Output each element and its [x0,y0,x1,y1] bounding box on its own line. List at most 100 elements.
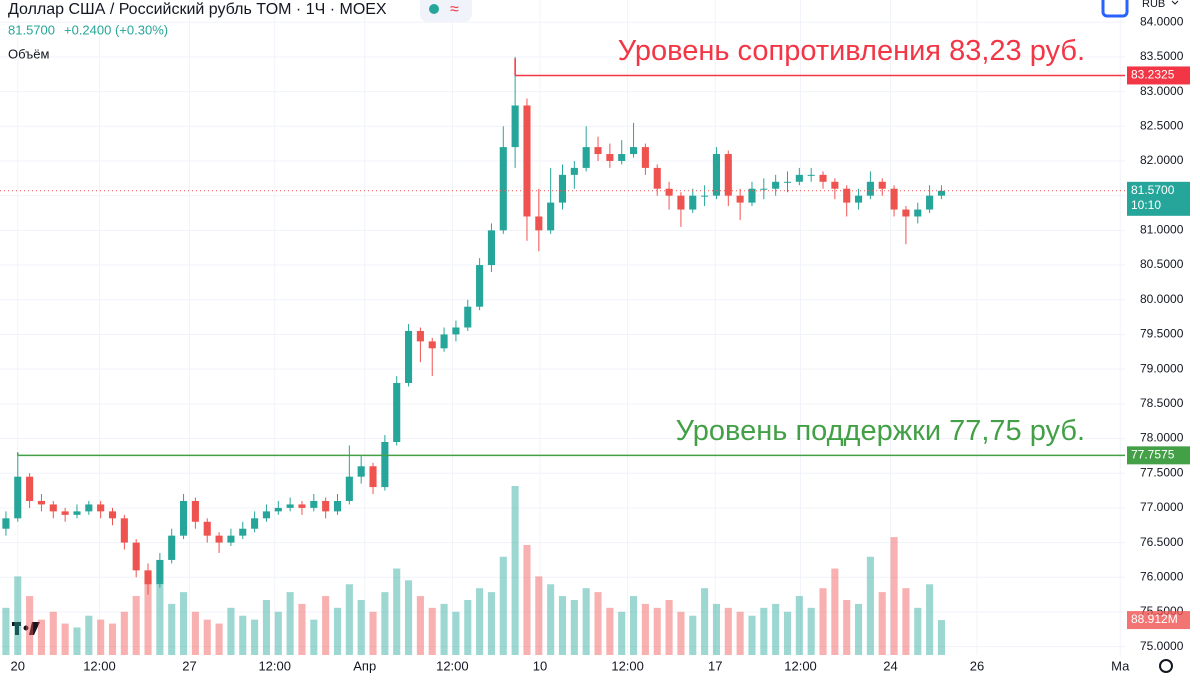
candle-body [807,174,815,176]
volume-bar [85,615,93,655]
volume-bar [570,599,578,655]
x-tick-label: 12:00 [784,658,817,673]
candle-body [144,570,152,585]
level-badge [1127,66,1190,85]
tv-logo [12,622,40,635]
volume-bar [701,588,709,655]
candle-body [97,504,105,512]
candle-body [902,209,910,217]
volume-bar [606,607,614,655]
volume-bar [239,615,247,655]
volume-bar [251,619,259,655]
volume-bar [783,611,792,655]
candle-body [855,195,863,203]
candle-body [156,559,164,585]
volume-bar [736,611,744,655]
candle-body [677,195,685,210]
candle-body [345,476,353,501]
volume-bar [310,619,318,655]
volume-bar [452,611,460,655]
volume-bar [819,588,827,655]
volume-bar [653,607,661,655]
candle-body [783,181,792,183]
volume-bar [274,611,282,655]
candle-body [440,334,448,349]
candle-body [298,504,306,508]
candle-body [357,466,365,477]
volume-bar [689,615,697,655]
candle-body [547,202,555,231]
candle-body [203,521,211,536]
quote: 81.5700 [8,22,55,37]
volume-bar [535,576,543,655]
y-tick-label: 80.5000 [1140,257,1184,271]
compare-button[interactable] [420,0,472,22]
y-tick-label: 83.0000 [1140,84,1184,98]
volume-bar [618,611,626,655]
candle-body [487,230,495,266]
volume-bar [144,576,152,655]
candle-body [914,209,922,217]
x-tick-label: Апр [353,658,376,673]
volume-bar [405,580,413,655]
volume-bar [322,596,330,655]
candle-body [168,535,176,560]
symbol-title: Доллар США / Российский рубль TOM · 1Ч ·… [8,1,387,18]
x-tick-label: 12:00 [436,658,469,673]
volume-bar [499,556,507,655]
volume-bar [523,544,531,655]
volume-bar [108,623,117,655]
candle-body [428,341,436,349]
volume-bar [428,607,436,655]
volume-bar [795,596,803,655]
settings-icon[interactable] [1159,659,1173,673]
candle-body [665,188,673,196]
volume-bar [831,568,839,655]
candle-body [582,147,590,168]
volume-bar [665,599,673,655]
candle-body [926,195,934,210]
level-badge-label: 77.7575 [1131,448,1175,462]
y-tick-label: 83.5000 [1140,49,1184,63]
y-tick-label: 84.0000 [1140,14,1184,28]
screenshot-icon[interactable] [1101,0,1129,18]
candle-body [14,476,22,519]
volume-bar [26,596,34,655]
indicator-label: Объём [8,46,49,61]
currency-caret[interactable] [1171,0,1179,5]
candle-body [724,154,732,196]
candle-body [49,504,57,512]
volume-bar [14,576,22,655]
candle-body [369,466,377,488]
candle-body [61,511,69,515]
quote-change: +0.2400 (+0.30%) [64,22,168,37]
x-tick-label: 12:00 [83,658,116,673]
volume-bar [120,611,128,655]
volume-bar [393,568,401,655]
candle-body [499,147,507,231]
volume-bar [547,584,555,655]
volume-label: 88.912M [1131,612,1178,626]
candle-body [606,154,614,161]
volume-bar [807,607,815,655]
y-tick-label: 79.5000 [1140,327,1184,341]
candle-body [712,154,720,196]
x-tick-label: 12:00 [258,658,291,673]
compare-icon[interactable]: ≈ [450,1,459,18]
candle-body [511,105,519,148]
y-tick-label: 75.0000 [1140,639,1184,653]
volume-bar [381,592,389,655]
last-price-time: 10:10 [1131,198,1161,212]
candle-body [452,327,460,335]
volume-bar [760,607,768,655]
volume-bar [215,623,223,655]
volume-bar [677,611,685,655]
volume-bar [262,599,270,655]
volume-bar [203,619,211,655]
candle-body [2,518,10,529]
candle-body [736,195,744,203]
currency[interactable]: RUB [1142,0,1165,10]
candle-body [251,518,259,529]
